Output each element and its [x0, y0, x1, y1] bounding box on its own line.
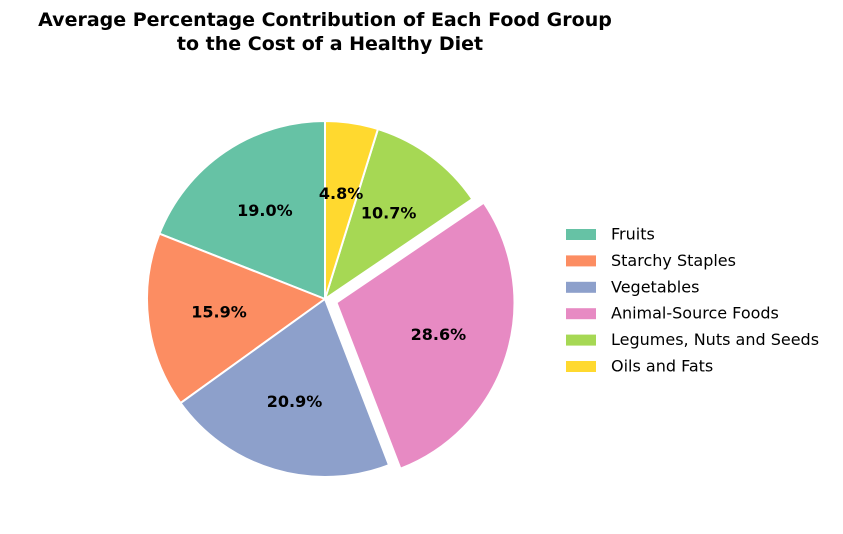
- pie-slice-vegetables: [179, 298, 391, 478]
- legend-swatch-vegetables: [566, 281, 596, 293]
- pie-slices: [146, 120, 516, 478]
- slice-label-animal-source-foods: 28.6%: [411, 325, 467, 344]
- pie-slice-animal-source-foods: [335, 201, 516, 470]
- pie-slice-oils-and-fats: [324, 120, 379, 300]
- legend-label-starchy-staples: Starchy Staples: [611, 251, 736, 270]
- pie-slice-labels: 19.0% 15.9% 20.9% 28.6% 10.7%4.8%: [191, 184, 466, 411]
- legend-label-animal-source-foods: Animal-Source Foods: [611, 304, 779, 323]
- slice-label-vegetables: 20.9%: [267, 392, 323, 411]
- legend-swatch-starchy-staples: [566, 255, 596, 267]
- chart-legend: Fruits Starchy Staples Vegetables Animal-So…: [566, 225, 819, 376]
- legend-swatch-legumes-nuts-and-seeds: [566, 334, 596, 346]
- legend-label-fruits: Fruits: [611, 225, 655, 244]
- chart-title-line-2: to the Cost of a Healthy Diet: [177, 33, 483, 55]
- legend-label-vegetables: Vegetables: [611, 277, 699, 296]
- legend-label-legumes-nuts-and-seeds: Legumes, Nuts and Seeds: [611, 330, 819, 349]
- slice-label-oils-and-fats: 4.8%: [319, 184, 363, 203]
- chart-title-line-1: Average Percentage Contribution of Each …: [38, 9, 612, 31]
- slice-label-fruits: 19.0%: [237, 201, 293, 220]
- slice-label-legumes-nuts-and-seeds: 10.7%: [361, 204, 417, 223]
- legend-swatch-animal-source-foods: [566, 308, 596, 320]
- legend-swatch-fruits: [566, 229, 596, 240]
- legend-swatch-oils-and-fats: [566, 361, 596, 372]
- legend-label-oils-and-fats: Oils and Fats: [611, 357, 713, 376]
- slice-label-starchy-staples: 15.9%: [191, 303, 247, 322]
- pie-slice-starchy-staples: [146, 232, 326, 405]
- pie-slice-fruits: [158, 120, 326, 300]
- pie-slice-legumes-nuts-and-seeds: [324, 128, 474, 300]
